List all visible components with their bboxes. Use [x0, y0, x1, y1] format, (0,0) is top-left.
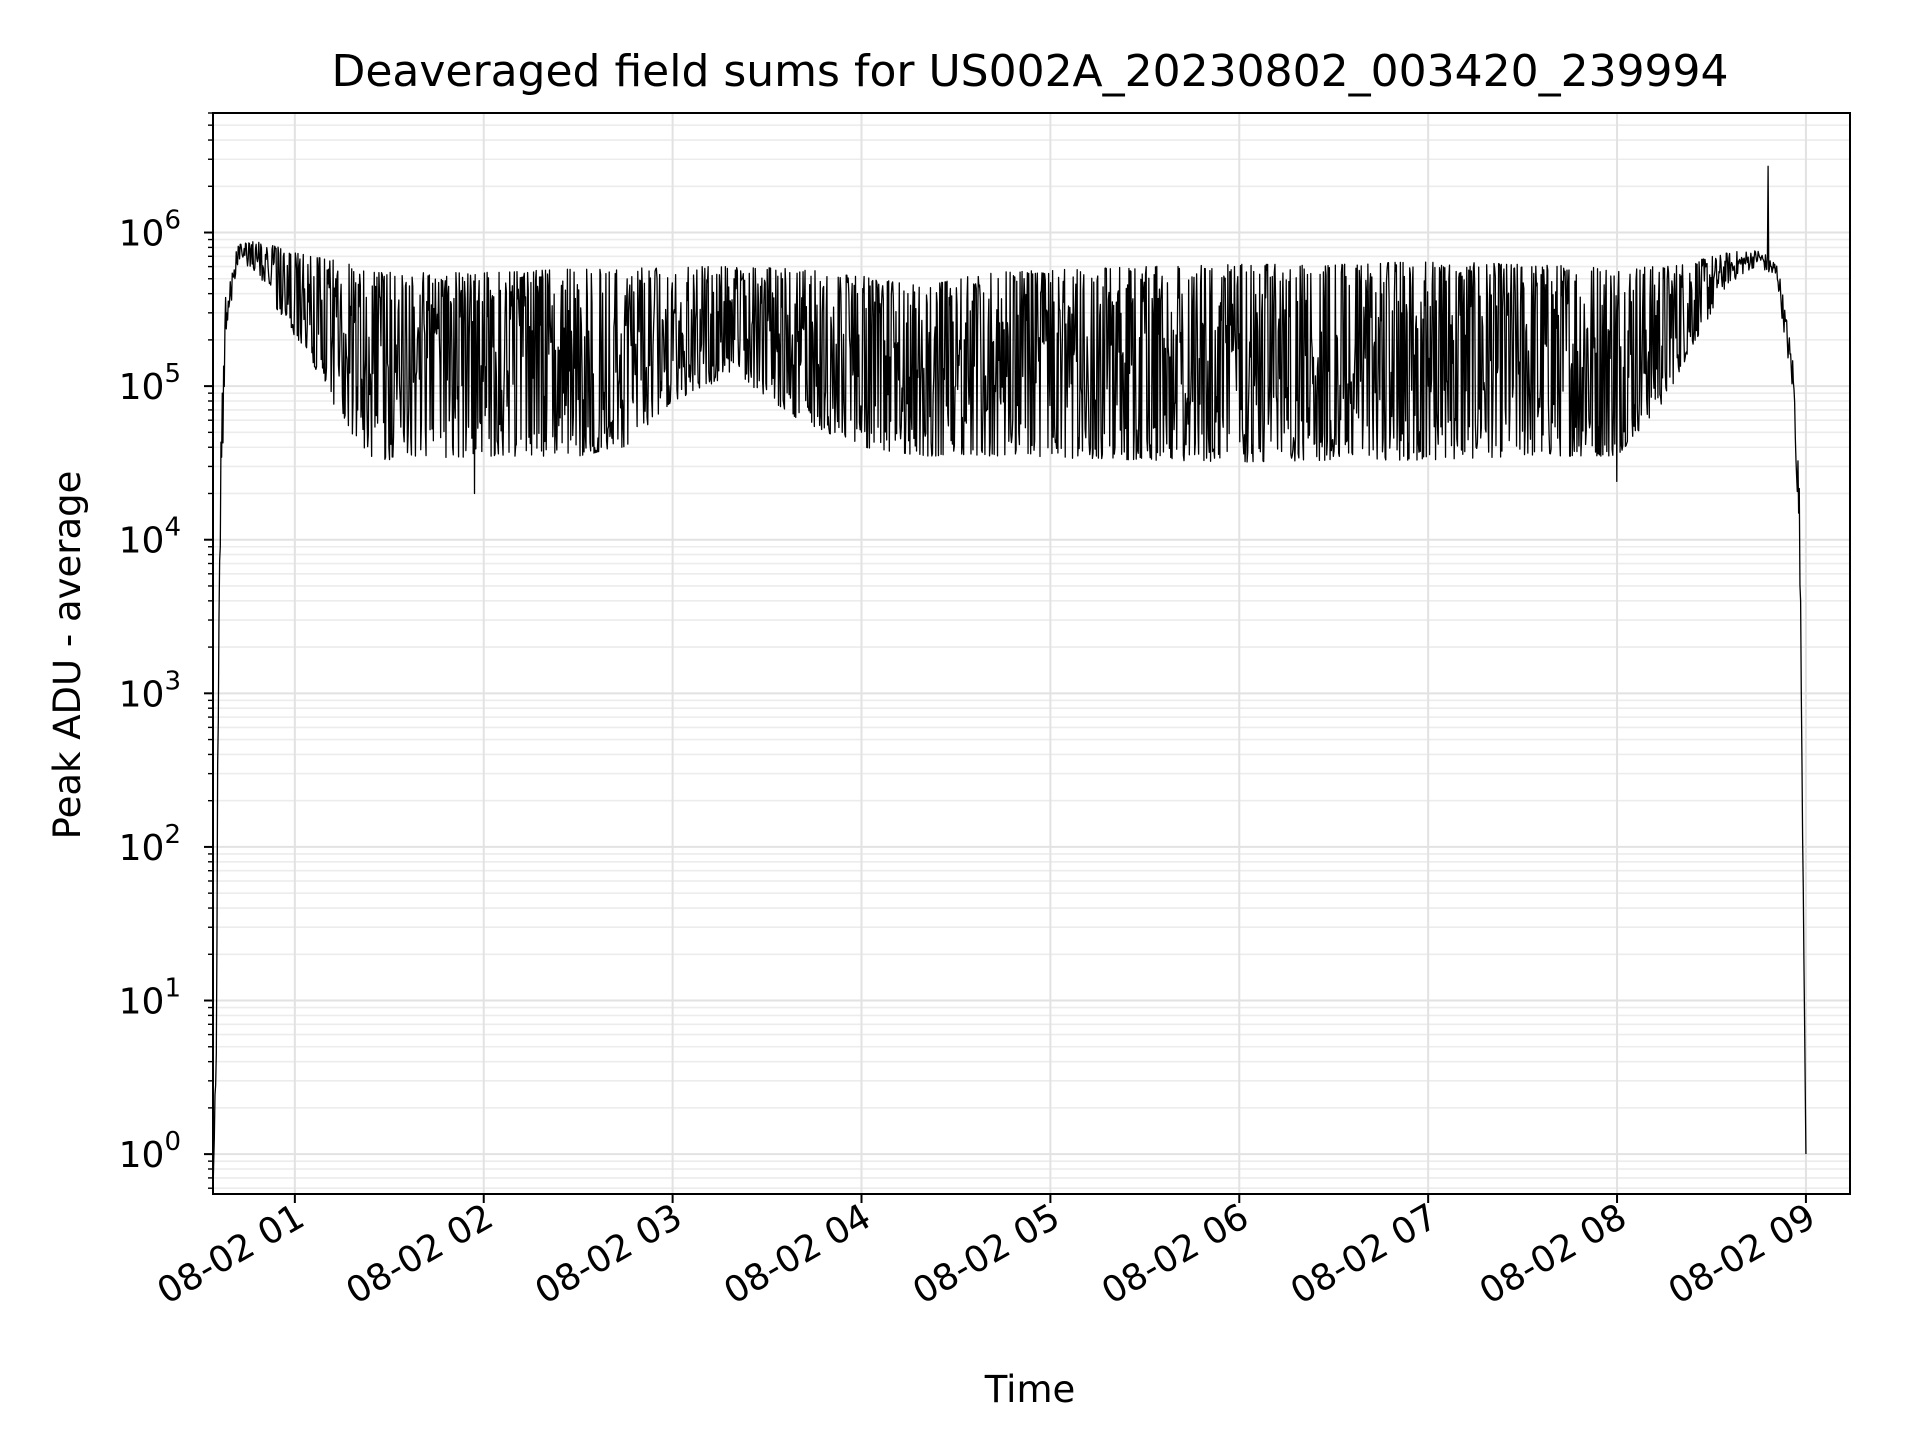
y-tick-base: 10	[119, 982, 165, 1023]
y-tick-exponent: 5	[164, 359, 181, 389]
y-tick-exponent: 2	[164, 820, 181, 850]
y-tick-label: 103	[119, 666, 181, 715]
x-tick-label: 08-02 09	[1662, 1196, 1823, 1312]
y-tick-label: 104	[119, 513, 181, 562]
x-tick-label: 08-02 01	[151, 1196, 312, 1312]
x-tick-label: 08-02 03	[528, 1196, 689, 1312]
x-tick-label: 08-02 08	[1473, 1196, 1634, 1312]
y-tick-exponent: 3	[164, 666, 181, 696]
chart-title: Deaveraged field sums for US002A_2023080…	[331, 46, 1728, 97]
y-tick-base: 10	[119, 214, 165, 255]
x-tick-label: 08-02 07	[1284, 1196, 1445, 1312]
y-tick-exponent: 6	[164, 206, 181, 236]
x-tick-label: 08-02 02	[340, 1196, 501, 1312]
y-tick-exponent: 1	[164, 974, 181, 1004]
y-tick-base: 10	[119, 367, 165, 408]
y-tick-base: 10	[119, 1135, 165, 1176]
series-line	[212, 165, 1807, 1195]
y-tick-label: 105	[119, 359, 181, 408]
y-tick-exponent: 4	[164, 513, 181, 543]
plot-area	[212, 112, 1851, 1195]
y-tick-exponent: 0	[164, 1127, 181, 1157]
x-tick-label: 08-02 05	[906, 1196, 1067, 1312]
y-tick-base: 10	[119, 521, 165, 562]
y-tick-label: 106	[119, 206, 181, 255]
y-tick-base: 10	[119, 674, 165, 715]
y-tick-label: 101	[119, 974, 181, 1023]
y-tick-base: 10	[119, 828, 165, 869]
y-tick-label: 102	[119, 820, 181, 869]
y-tick-label: 100	[119, 1127, 181, 1176]
x-tick-label: 08-02 04	[717, 1196, 878, 1312]
y-axis-label: Peak ADU - average	[46, 471, 89, 840]
x-axis-label: Time	[984, 1368, 1076, 1411]
x-tick-label: 08-02 06	[1095, 1196, 1256, 1312]
series-layer	[212, 165, 1807, 1195]
